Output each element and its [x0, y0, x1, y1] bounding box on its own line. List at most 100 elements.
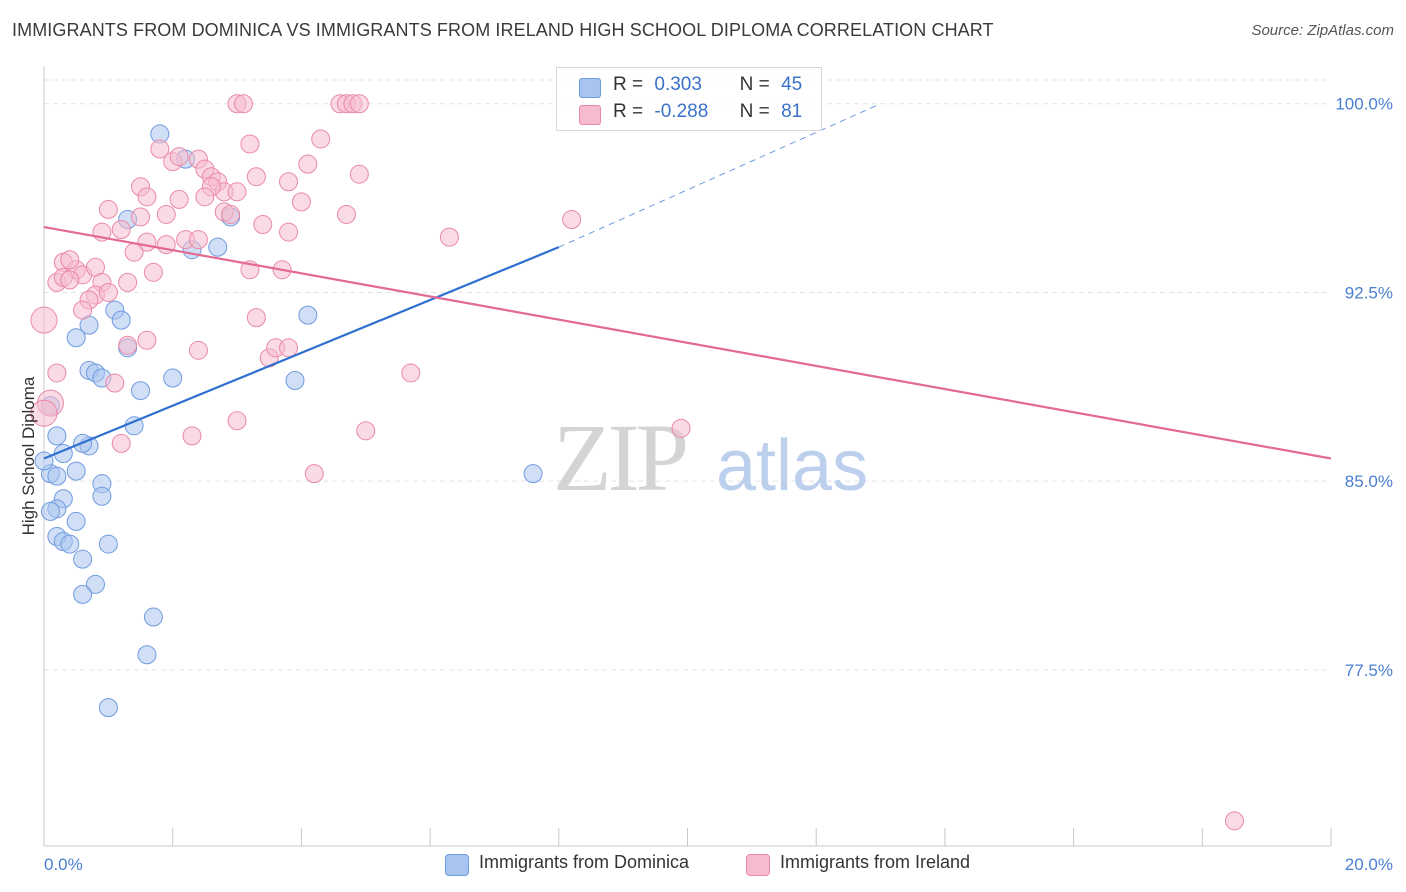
point-ireland [137, 187, 157, 207]
y-tick-label: 100.0% [1335, 95, 1393, 114]
point-ireland [336, 204, 356, 224]
point-dominica [523, 464, 543, 484]
point-dominica [47, 426, 67, 446]
x-tick-label: 0.0% [44, 855, 83, 874]
point-ireland [279, 172, 299, 192]
stats-text-ireland: R = -0.288 N = 81 [613, 101, 802, 123]
stats-text-dominica: R = 0.303 N = 45 [613, 74, 802, 96]
point-ireland [143, 262, 163, 282]
point-ireland [47, 363, 67, 383]
point-ireland [111, 220, 131, 240]
point-dominica [47, 466, 67, 486]
trend-line-ireland [43, 225, 1332, 460]
r-label: R = [613, 74, 644, 95]
point-ireland [98, 282, 118, 302]
point-dominica [73, 584, 93, 604]
r-value: -0.288 [654, 101, 709, 122]
point-dominica [163, 368, 183, 388]
point-ireland [246, 308, 266, 328]
legend-label-ireland: Immigrants from Ireland [780, 852, 971, 872]
stats-swatch-ireland [579, 105, 601, 125]
point-ireland [150, 139, 170, 159]
y-tick-label: 92.5% [1345, 283, 1393, 302]
point-ireland [253, 215, 273, 235]
n-label: N = [739, 74, 770, 95]
y-axis-title: High School Diploma [19, 376, 38, 535]
point-ireland [73, 300, 93, 320]
y-tick-label: 77.5% [1345, 661, 1393, 680]
point-ireland [105, 373, 125, 393]
point-ireland [279, 338, 299, 358]
point-ireland [291, 192, 311, 212]
point-ireland [118, 272, 138, 292]
point-ireland [304, 464, 324, 484]
point-dominica [298, 305, 318, 325]
point-dominica [66, 461, 86, 481]
x-tick-label: 20.0% [1345, 855, 1393, 874]
point-dominica [60, 534, 80, 554]
legend-label-dominica: Immigrants from Dominica [479, 852, 690, 872]
point-ireland [182, 426, 202, 446]
r-value: 0.303 [654, 74, 702, 95]
point-ireland [30, 306, 58, 334]
point-ireland [279, 222, 299, 242]
point-ireland [60, 270, 80, 290]
trend-lines [43, 103, 1332, 460]
watermark-zip: ZIP [553, 404, 686, 511]
point-ireland [1224, 811, 1244, 831]
point-ireland [356, 421, 376, 441]
point-ireland [227, 411, 247, 431]
point-dominica [137, 645, 157, 665]
point-dominica [98, 534, 118, 554]
n-value: 81 [781, 101, 803, 122]
point-dominica [73, 549, 93, 569]
trend-line-dominica-extension [558, 103, 881, 248]
point-ireland [240, 134, 260, 154]
point-ireland [188, 340, 208, 360]
point-ireland [118, 335, 138, 355]
data-points [30, 94, 1244, 831]
axis-labels: 77.5% 85.0% 92.5% 100.0% 0.0% 20.0% High Schoo… [19, 95, 1393, 874]
point-dominica [92, 486, 112, 506]
point-ireland [562, 209, 582, 229]
point-ireland [111, 433, 131, 453]
stats-swatch-dominica [579, 78, 601, 98]
axes [43, 66, 1332, 847]
point-ireland [227, 182, 247, 202]
chart-title: IMMIGRANTS FROM DOMINICA VS IMMIGRANTS F… [12, 20, 994, 40]
point-ireland [98, 199, 118, 219]
n-value: 45 [781, 74, 803, 95]
point-dominica [111, 310, 131, 330]
point-ireland [195, 187, 215, 207]
point-ireland [349, 94, 369, 114]
grid-lines [44, 79, 1331, 671]
point-ireland [169, 147, 189, 167]
n-label: N = [739, 101, 770, 122]
point-ireland [439, 227, 459, 247]
point-ireland [60, 250, 80, 270]
point-ireland [349, 164, 369, 184]
stats-box: R = 0.303 N = 45 R = -0.288 N = 81 [556, 67, 822, 131]
point-ireland [131, 207, 151, 227]
legend: Immigrants from Dominica Immigrants from… [0, 852, 1406, 878]
r-label: R = [613, 101, 644, 122]
point-ireland [188, 230, 208, 250]
watermark-atlas: atlas [716, 426, 868, 506]
point-ireland [30, 399, 58, 427]
watermark: ZIP atlas [553, 404, 868, 511]
point-dominica [98, 698, 118, 718]
point-dominica [208, 237, 228, 257]
point-dominica [131, 381, 151, 401]
point-ireland [221, 204, 241, 224]
point-dominica [143, 607, 163, 627]
point-ireland [298, 154, 318, 174]
legend-swatch-dominica [445, 854, 469, 876]
point-dominica [40, 501, 60, 521]
point-dominica [66, 511, 86, 531]
legend-swatch-ireland [746, 854, 770, 876]
point-ireland [311, 129, 331, 149]
point-ireland [137, 330, 157, 350]
point-ireland [233, 94, 253, 114]
point-dominica [285, 371, 305, 391]
